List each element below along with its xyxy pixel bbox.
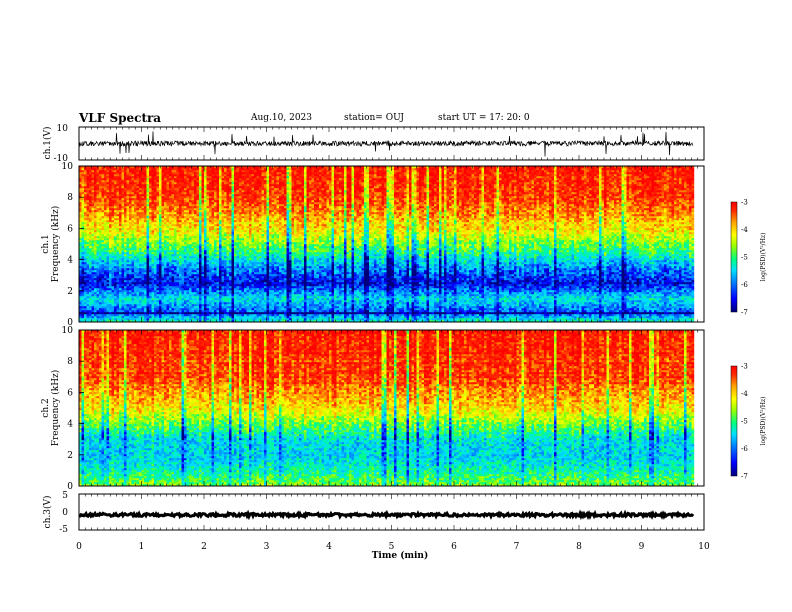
ch2-cb-tick-3: -3 [741,363,748,371]
ch1-cb-tick-6: -6 [741,281,748,289]
ch3-ytick-bottom: -5 [59,525,68,535]
ch1-spectrogram-yticks: 0 2 4 6 8 10 [62,162,74,328]
ch1-cb-tick-7: -7 [741,309,748,317]
ch2-cb-tick-7: -7 [741,473,748,481]
ch2-spectrogram-yticks: 0 2 4 6 8 10 [62,326,74,492]
ch1-freq-tick-6: 6 [67,224,73,234]
time-tick-2: 2 [201,542,207,552]
ch2-freq-tick-2: 2 [67,451,73,461]
ch1-colorbar-ticks: -3 -4 -5 -6 -7 [741,199,748,317]
station-label: station= OUJ [344,113,404,123]
ch1-waveform-ylabel: ch.1(V) [42,127,53,160]
ch1-channel-label: ch.1 [41,234,51,253]
ch1-frequency-label: Frequency (kHz) [50,206,61,283]
ch3-ytick-top: 5 [62,491,68,501]
ch1-colorbar-gradient [730,201,738,313]
ch1-colorbar-label: log(PSD)(V²/Hz) [760,233,767,282]
time-tick-1: 1 [139,542,145,552]
ch1-spectrogram-panel: 0 2 4 6 8 10 ch.1 Frequency (kHz) [41,162,705,328]
ch1-waveform-trace [78,131,694,157]
ch2-frequency-label: Frequency (kHz) [50,370,61,447]
ch1-freq-tick-0: 0 [67,318,73,328]
ch1-cb-tick-5: -5 [741,254,748,262]
time-tick-10: 10 [698,542,710,552]
time-tick-3: 3 [264,542,270,552]
ch1-ytick-bottom: -10 [54,154,69,164]
ch2-cb-tick-4: -4 [741,390,748,398]
time-tick-0: 0 [76,542,82,552]
ch2-freq-tick-8: 8 [67,357,73,367]
ch2-freq-tick-0: 0 [67,482,73,492]
ch3-ytick-mid: 0 [62,508,68,518]
time-axis-ticks: 0 1 2 3 4 5 6 7 8 9 10 [76,542,710,552]
time-tick-8: 8 [576,542,582,552]
ch1-freq-tick-10: 10 [62,162,74,172]
ch3-waveform-frame [78,493,705,531]
ch2-freq-tick-4: 4 [67,420,73,430]
ch2-cb-tick-5: -5 [741,418,748,426]
ch2-freq-tick-6: 6 [67,388,73,398]
ch2-colorbar-label: log(PSD)(V²/Hz) [760,397,767,446]
ch2-freq-tick-10: 10 [62,326,74,336]
ch1-spectrogram-image [79,166,695,323]
ch1-freq-tick-2: 2 [67,287,73,297]
ch1-ytick-top: 10 [57,124,69,134]
time-tick-marks [78,127,705,530]
ch3-waveform-trace [78,509,695,521]
ch2-spectrogram-panel: 0 2 4 6 8 10 ch.2 Frequency (kHz) [41,326,705,492]
ch2-colorbar-gradient [730,365,738,477]
chart-title: VLF Spectra [79,111,161,125]
ch1-freq-tick-8: 8 [67,193,73,203]
time-tick-7: 7 [514,542,520,552]
time-tick-5: 5 [389,542,395,552]
ch2-colorbar: -3 -4 -5 -6 -7 log(PSD)(V²/Hz) [730,363,767,481]
start-time-label: start UT = 17: 20: 0 [438,113,530,123]
ch2-spectrogram-image [79,330,695,487]
ch1-colorbar: -3 -4 -5 -6 -7 log(PSD)(V²/Hz) [730,199,767,317]
time-tick-4: 4 [326,542,332,552]
ch2-colorbar-ticks: -3 -4 -5 -6 -7 [741,363,748,481]
ch1-cb-tick-4: -4 [741,226,748,234]
time-tick-6: 6 [451,542,457,552]
ch1-freq-tick-4: 4 [67,256,73,266]
ch2-channel-label: ch.2 [41,398,51,417]
ch2-cb-tick-6: -6 [741,445,748,453]
ch3-waveform-ylabel: ch.3(V) [42,496,53,529]
time-tick-9: 9 [639,542,645,552]
time-axis-label: Time (min) [372,550,429,561]
ch1-cb-tick-3: -3 [741,199,748,207]
date-label: Aug.10, 2023 [251,113,312,123]
